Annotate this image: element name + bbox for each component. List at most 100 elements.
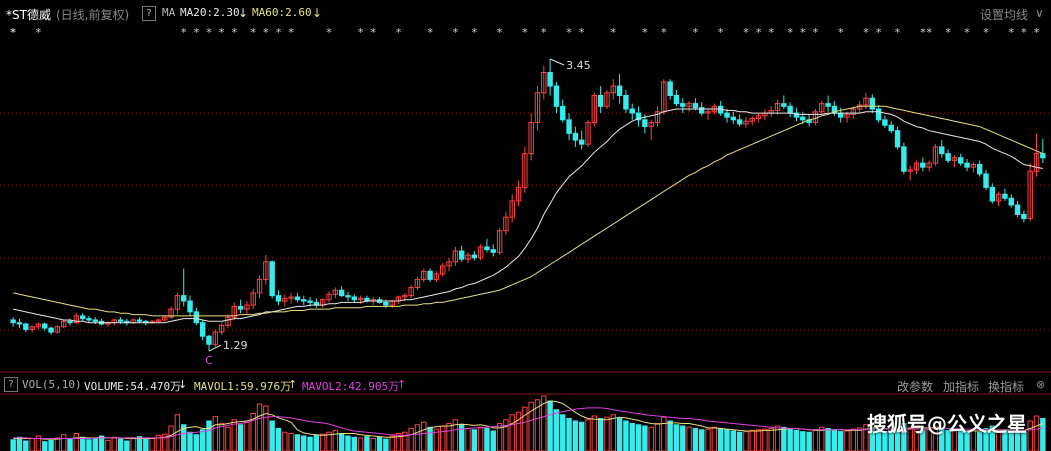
candle-body [724,112,730,118]
volume-bar [806,431,812,451]
volume-bar [383,438,389,451]
candle-body [648,122,654,128]
candle-body [79,315,86,320]
volume-bar [111,436,117,451]
volume-bar [541,395,547,451]
volume-bar [717,428,724,451]
candle-body [692,103,699,109]
volume-bar [181,424,187,451]
candle-body [307,300,313,303]
volume-bar [199,429,206,451]
volume-bar [48,439,54,451]
volume-bar [244,421,250,451]
candle-body [888,124,894,132]
volume-bar [793,429,800,451]
event-marker: * [541,26,547,39]
volume-bar [831,429,838,451]
volume-bar [743,431,749,451]
candle-body [42,323,48,329]
ma60-down-arrow-icon: ↓ [312,6,323,20]
close-icon[interactable]: ⊗ [1036,378,1046,391]
candle-body [743,120,749,125]
volume-bar [427,426,433,451]
volume-bar [875,429,882,451]
candle-body [591,94,598,124]
event-marker: * [926,26,932,39]
candle-body [503,216,509,232]
mavol1-line [13,400,1043,440]
change-params-button[interactable]: 改参数 [897,380,934,394]
volume-bar [515,411,522,451]
volume-bar [496,423,503,451]
candle-body [850,108,857,115]
volume-bar [193,434,200,451]
candle-body [440,265,446,275]
volume-help-icon[interactable]: ? [4,377,18,392]
event-marker: * [232,26,238,39]
event-marker: * [800,26,806,39]
candle-body [560,105,566,121]
candle-body [288,296,294,299]
volume-bar [86,439,92,451]
volume-bar [648,426,654,451]
volume-bar [275,428,282,451]
volume-bar [970,429,977,451]
volume-bar [345,435,351,451]
event-marker: * [813,26,819,39]
chevron-down-icon[interactable]: ∨ [1035,6,1044,20]
low-marker-label: C [205,354,213,367]
volume-bar [686,426,692,451]
volume-bar [692,428,699,451]
candle-body [351,296,357,301]
volume-bar [755,429,762,451]
volume-bar [528,401,534,451]
volume-bar [23,440,29,451]
volume-bar [616,418,623,451]
volume-bar [926,429,932,451]
volume-bar [964,431,970,451]
moving-average-lines [13,105,1043,440]
candle-body [958,157,964,164]
event-marker: * [522,26,528,39]
volume-bar [932,425,939,451]
candle-body [1040,153,1046,159]
candle-body [402,295,408,298]
volume-bar [389,435,395,451]
candle-body [1033,153,1040,172]
candle-body [932,146,939,164]
candle-body [837,112,844,118]
candle-body [155,319,162,322]
candle-body [736,119,743,125]
volume-bar [16,436,23,451]
volume-bar [67,438,73,451]
volume-bar [901,423,907,451]
candle-body [484,246,490,251]
volume-bars [10,395,1046,451]
volume-bar [591,415,598,451]
volume-bar [440,425,446,451]
candle-body [263,261,269,280]
volume-bar [155,434,162,451]
volume-bar [667,420,673,451]
help-icon[interactable]: ? [142,6,156,21]
volume-bar [73,433,80,451]
candle-body [282,297,288,302]
volume-bar [231,419,237,451]
add-indicator-button[interactable]: 加指标 [943,380,980,394]
candle-body [60,320,67,328]
candle-body [705,111,711,114]
event-marker: * [566,26,572,39]
volume-bar [844,430,850,451]
volume-bar [958,430,964,451]
candle-body [471,254,478,259]
candle-body [907,169,913,172]
candle-body [680,103,686,107]
ma-settings-button[interactable]: 设置均线 [980,8,1029,22]
volume-bar [945,429,951,451]
switch-indicator-button[interactable]: 换指标 [988,380,1025,394]
volume-bar [920,429,926,451]
event-marker: * [895,26,901,39]
event-marker: * [276,26,282,39]
candle-body [939,146,945,155]
